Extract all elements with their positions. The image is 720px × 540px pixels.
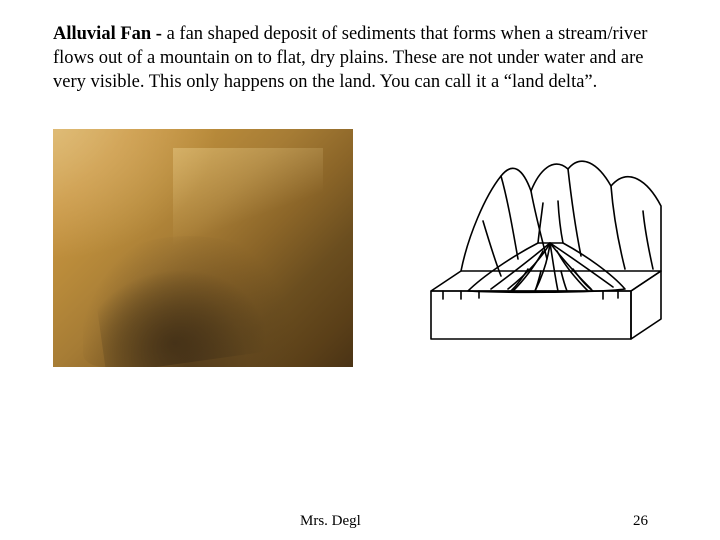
term-label: Alluvial Fan - bbox=[53, 24, 167, 44]
alluvial-fan-photo bbox=[53, 129, 353, 367]
footer-author: Mrs. Degl bbox=[300, 513, 361, 530]
images-row bbox=[53, 129, 672, 367]
definition-paragraph: Alluvial Fan - a fan shaped deposit of s… bbox=[53, 22, 672, 94]
slide-footer: Mrs. Degl 26 bbox=[0, 513, 720, 530]
slide-content: Alluvial Fan - a fan shaped deposit of s… bbox=[0, 0, 720, 367]
alluvial-fan-diagram bbox=[408, 129, 673, 367]
footer-page-number: 26 bbox=[633, 513, 648, 530]
